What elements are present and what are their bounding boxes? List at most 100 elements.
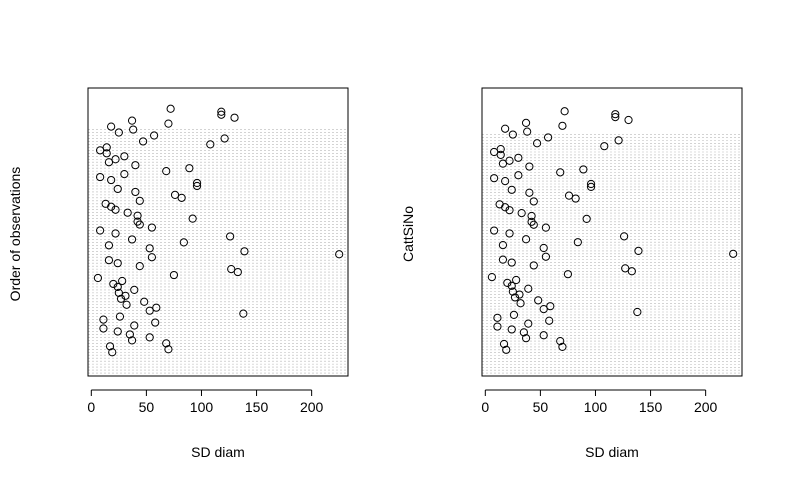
data-point xyxy=(138,137,148,146)
data-point xyxy=(519,328,528,337)
panel-left: 0 50 100 150 200 SD diam Order of observations xyxy=(7,87,349,460)
data-point xyxy=(104,256,114,265)
data-point xyxy=(521,334,531,343)
data-point xyxy=(335,250,344,259)
data-point xyxy=(166,104,175,113)
data-point xyxy=(113,259,122,268)
data-point xyxy=(503,278,512,288)
data-point xyxy=(556,168,565,177)
data-point xyxy=(521,235,531,244)
data-point xyxy=(188,214,197,223)
data-point xyxy=(490,147,499,157)
x-tick-label: 50 xyxy=(533,399,549,415)
data-point xyxy=(571,194,580,203)
data-point xyxy=(498,255,508,264)
x-axis-label: SD diam xyxy=(585,444,639,460)
plot-frame xyxy=(87,87,349,377)
data-point xyxy=(127,336,137,345)
data-point xyxy=(514,171,523,180)
data-point xyxy=(560,107,569,116)
data-point xyxy=(493,322,502,331)
data-point xyxy=(487,272,497,282)
data-point xyxy=(131,187,140,197)
data-point xyxy=(611,112,620,122)
y-axis-label: Order of observations xyxy=(7,167,23,302)
data-point xyxy=(104,241,114,250)
data-point xyxy=(586,179,596,189)
x-tick-label: 50 xyxy=(139,399,155,415)
data-point xyxy=(230,113,239,122)
data-points xyxy=(93,104,344,357)
data-point xyxy=(621,264,630,273)
data-point xyxy=(509,310,519,320)
data-point xyxy=(151,318,160,327)
data-point xyxy=(600,142,609,151)
data-point xyxy=(512,275,521,285)
data-point xyxy=(96,146,105,155)
data-point xyxy=(116,294,126,303)
data-point xyxy=(490,174,499,183)
x-tick-label: 100 xyxy=(584,399,608,415)
data-point xyxy=(113,282,122,292)
data-point xyxy=(127,235,137,244)
data-point xyxy=(140,297,149,306)
data-point xyxy=(120,152,129,161)
x-axis: 0 50 100 150 200 xyxy=(87,389,324,415)
data-point xyxy=(118,276,127,286)
data-point xyxy=(130,321,139,330)
data-point xyxy=(541,223,550,232)
x-tick-label: 150 xyxy=(245,399,269,415)
data-point xyxy=(539,243,548,253)
data-point xyxy=(529,197,538,206)
data-point xyxy=(107,202,116,211)
data-point xyxy=(111,205,120,214)
data-points xyxy=(487,107,738,354)
data-point xyxy=(135,196,144,205)
data-point xyxy=(558,121,567,130)
data-point xyxy=(544,133,553,142)
x-tick-label: 0 xyxy=(87,399,95,415)
x-tick-label: 150 xyxy=(639,399,663,415)
data-point xyxy=(525,188,534,197)
data-point xyxy=(135,220,144,229)
data-point xyxy=(514,153,523,162)
data-point xyxy=(507,185,516,194)
data-point xyxy=(105,342,115,351)
data-point xyxy=(177,193,186,202)
data-point xyxy=(493,313,502,322)
data-point xyxy=(115,312,125,321)
x-axis: 0 50 100 150 200 xyxy=(481,389,718,415)
data-point xyxy=(586,182,596,192)
data-point xyxy=(508,130,517,139)
data-point xyxy=(96,172,105,182)
data-point xyxy=(501,176,510,186)
data-point xyxy=(108,348,117,357)
data-point xyxy=(114,128,123,137)
data-point xyxy=(729,249,738,258)
panel-right: 0 50 100 150 200 SD diam CattSiNo xyxy=(400,87,743,460)
data-point xyxy=(532,139,542,148)
data-point xyxy=(529,261,538,270)
data-point xyxy=(545,316,554,325)
data-point xyxy=(206,140,215,149)
data-point xyxy=(524,284,533,293)
data-point xyxy=(539,304,548,314)
y-axis-label: CattSiNo xyxy=(400,206,416,262)
data-point xyxy=(145,333,154,342)
data-point xyxy=(147,223,156,232)
data-point xyxy=(633,307,642,317)
data-point xyxy=(496,150,505,160)
data-point xyxy=(239,309,248,318)
data-point xyxy=(130,285,139,294)
data-point xyxy=(614,136,623,145)
data-point xyxy=(192,178,202,188)
data-point xyxy=(145,244,154,253)
data-point xyxy=(164,345,173,354)
data-point xyxy=(123,208,132,217)
data-point xyxy=(96,226,105,235)
data-point xyxy=(524,319,533,328)
data-point xyxy=(501,124,510,133)
data-point xyxy=(508,287,517,296)
data-point xyxy=(564,191,574,200)
